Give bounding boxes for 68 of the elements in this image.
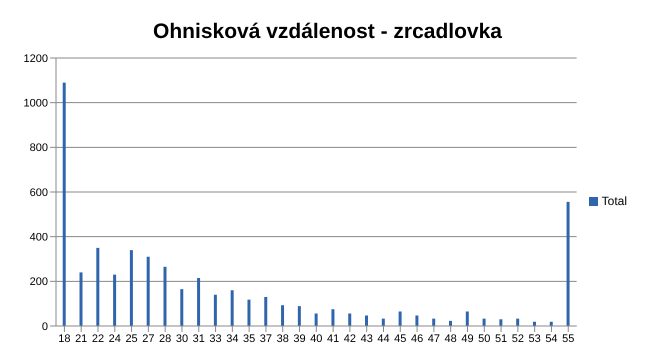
x-tick-label: 49 [461, 332, 474, 345]
x-tick-label: 22 [92, 332, 104, 345]
x-tick-label: 50 [478, 332, 490, 345]
x-tick-label: 31 [192, 332, 205, 345]
x-tick-label: 51 [494, 332, 508, 345]
bar [415, 316, 418, 326]
x-tick-label: 18 [58, 332, 71, 345]
y-tick-label: 1200 [24, 52, 48, 65]
x-tick-label: 30 [176, 332, 188, 345]
bar [298, 306, 301, 326]
bar [281, 305, 284, 326]
bar [331, 309, 334, 326]
bar [146, 256, 150, 326]
y-tick-label: 600 [30, 186, 48, 199]
bar [62, 82, 66, 326]
x-tick-label: 21 [75, 332, 88, 345]
bar [214, 294, 217, 326]
y-tick-label: 800 [30, 142, 48, 154]
bar [230, 290, 234, 326]
bar [398, 311, 402, 326]
x-tick-label: 42 [344, 332, 356, 345]
x-tick-label: 44 [377, 332, 390, 345]
x-tick-label: 47 [428, 332, 440, 345]
bar [80, 272, 83, 326]
y-tick-label: 200 [30, 276, 48, 288]
x-tick-label: 27 [142, 332, 154, 345]
bar [163, 266, 166, 326]
bar [365, 316, 368, 326]
x-tick-label: 53 [528, 332, 541, 345]
bar [130, 250, 133, 326]
y-tick-label: 1000 [24, 98, 48, 110]
y-tick-label: 400 [30, 232, 48, 244]
bar [382, 318, 385, 326]
x-tick-label: 37 [260, 332, 272, 345]
x-tick-label: 41 [326, 332, 340, 345]
bar [348, 313, 352, 326]
x-tick-label: 52 [512, 332, 524, 345]
y-tick-label: 0 [42, 320, 48, 333]
x-tick-label: 24 [108, 332, 121, 345]
x-tick-label: 48 [444, 332, 457, 345]
x-tick-label: 28 [159, 332, 172, 345]
legend-label: Total [602, 194, 627, 208]
bar [264, 296, 268, 326]
bar [197, 278, 200, 326]
x-tick-label: 40 [310, 332, 322, 345]
bar [482, 318, 486, 326]
bar [432, 318, 436, 326]
bar [466, 311, 469, 326]
bar [566, 202, 570, 326]
bar [516, 318, 520, 326]
x-tick-label: 38 [276, 332, 289, 345]
bar [314, 313, 318, 326]
x-tick-label: 25 [125, 332, 138, 345]
chart-title: Ohnisková vzdálenost - zrcadlovka [152, 19, 503, 45]
x-tick-label: 35 [243, 332, 256, 345]
x-tick-label: 45 [394, 332, 406, 345]
x-tick-label: 46 [410, 332, 424, 345]
bar [113, 274, 116, 326]
bar [180, 289, 184, 326]
x-tick-label: 34 [226, 332, 238, 345]
x-tick-label: 54 [545, 332, 558, 345]
x-tick-label: 39 [293, 332, 306, 345]
bar [96, 248, 100, 326]
bar [247, 300, 250, 326]
x-tick-label: 43 [360, 332, 373, 345]
x-tick-label: 33 [209, 332, 222, 345]
bar [499, 319, 502, 326]
x-tick-label: 55 [562, 332, 574, 345]
